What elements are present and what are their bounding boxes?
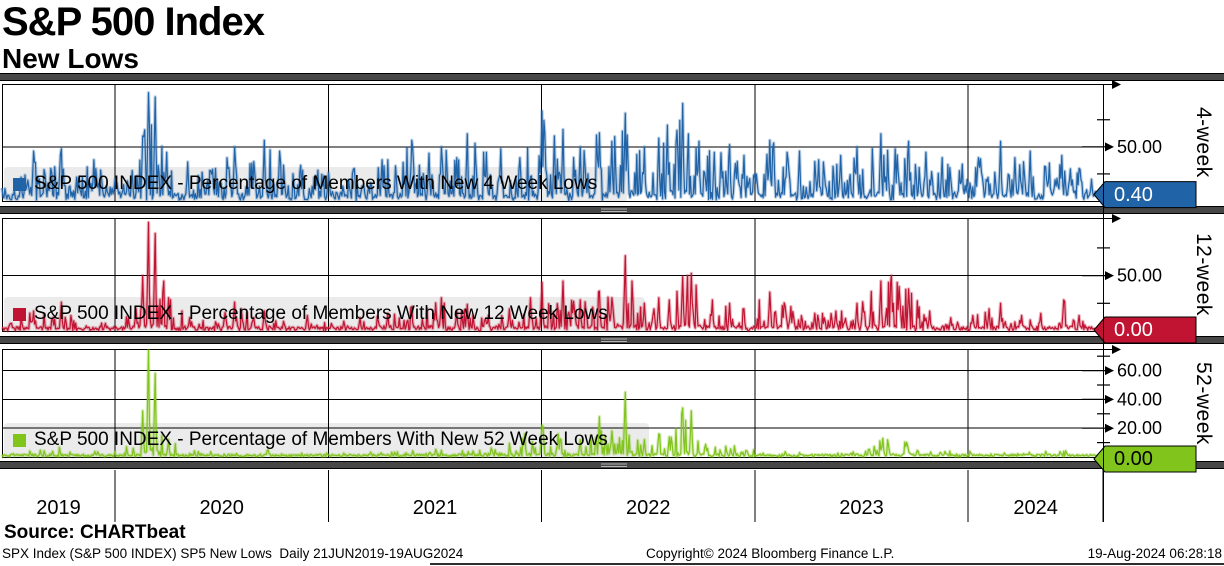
panel-divider-fill xyxy=(0,74,1224,80)
legend-swatch-52-week xyxy=(13,433,26,447)
y-tick-label: 40.00 xyxy=(1117,389,1162,409)
y-tick-arrow xyxy=(1105,394,1114,404)
axis-arrow-right xyxy=(1112,214,1121,223)
security-description: SPX Index (S&P 500 INDEX) SP5 New Lows D… xyxy=(2,546,464,561)
panel-divider-fill xyxy=(0,337,1224,343)
series-line-52-week xyxy=(1,349,1104,458)
last-value-badge-52-week: 0.00 xyxy=(1114,448,1153,470)
x-year-label: 2021 xyxy=(413,497,458,519)
legend-52-week[interactable]: S&P 500 INDEX - Percentage of Members Wi… xyxy=(4,423,608,457)
source-label: Source: CHARTbeat xyxy=(4,522,186,543)
axis-arrow-right xyxy=(1112,80,1121,89)
legend-4-week[interactable]: S&P 500 INDEX - Percentage of Members Wi… xyxy=(4,167,597,201)
y-tick-arrow xyxy=(1105,423,1114,433)
y-tick-arrow xyxy=(1105,366,1114,376)
legend-swatch-12-week xyxy=(13,307,26,321)
x-year-label: 2019 xyxy=(36,497,81,519)
y-tick-label: 60.00 xyxy=(1117,361,1162,381)
panel-title-4-week: 4-week xyxy=(1192,107,1215,178)
x-year-label: 2024 xyxy=(1013,497,1058,519)
legend-band xyxy=(4,423,649,458)
legend-label-12-week: S&P 500 INDEX - Percentage of Members Wi… xyxy=(34,303,608,324)
panel-divider-fill xyxy=(0,207,1224,213)
y-tick-label: 20.00 xyxy=(1117,418,1162,438)
legend-label-4-week: S&P 500 INDEX - Percentage of Members Wi… xyxy=(34,173,598,194)
y-tick-label: 50.00 xyxy=(1117,266,1162,286)
panel-resize-handle[interactable] xyxy=(595,336,633,344)
last-value-badge-12-week: 0.00 xyxy=(1114,319,1153,341)
page-title: S&P 500 Index xyxy=(2,0,265,44)
panel-resize-handle[interactable] xyxy=(595,206,633,214)
series-line-12-week xyxy=(1,221,1104,332)
page-subtitle: New Lows xyxy=(2,43,139,74)
legend-label-52-week: S&P 500 INDEX - Percentage of Members Wi… xyxy=(34,429,608,450)
panel-divider-fill xyxy=(0,462,1224,468)
x-year-label: 2020 xyxy=(199,497,244,519)
timestamp: 19-Aug-2024 06:28:18 xyxy=(1087,546,1222,561)
copyright-notice: Copyright© 2024 Bloomberg Finance L.P. xyxy=(646,546,895,561)
last-value-badge-4-week: 0.40 xyxy=(1114,183,1153,206)
legend-swatch-4-week xyxy=(13,177,26,191)
axis-arrow-right xyxy=(1112,345,1121,354)
panel-resize-handle[interactable] xyxy=(595,461,633,469)
series-line-4-week xyxy=(1,92,1104,202)
x-year-label: 2023 xyxy=(839,497,884,519)
y-tick-label: 50.00 xyxy=(1117,137,1162,157)
x-year-label: 2022 xyxy=(626,497,671,519)
panel-title-52-week: 52-week xyxy=(1192,361,1215,445)
y-tick-arrow xyxy=(1105,142,1114,152)
window-bottom-edge xyxy=(430,563,1224,565)
legend-12-week[interactable]: S&P 500 INDEX - Percentage of Members Wi… xyxy=(4,297,608,331)
y-tick-arrow xyxy=(1105,271,1114,281)
panel-title-12-week: 12-week xyxy=(1192,233,1215,316)
